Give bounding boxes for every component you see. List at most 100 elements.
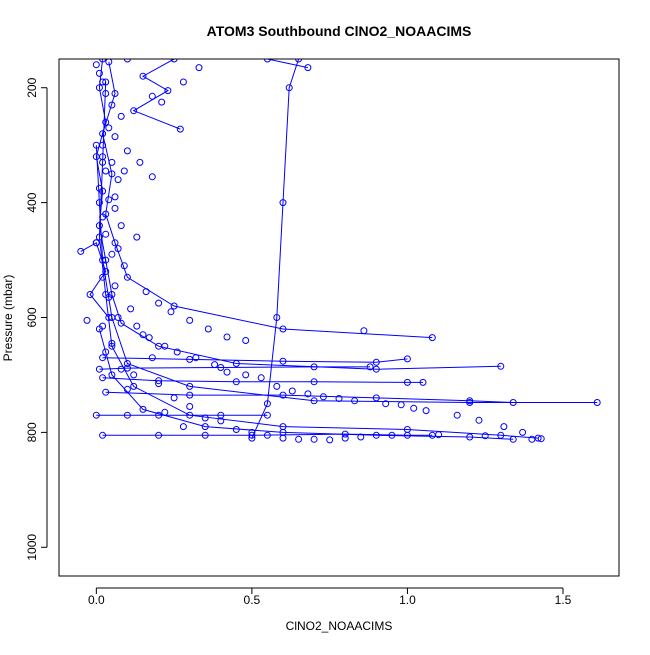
data-point: [242, 337, 250, 344]
data-point: [117, 365, 125, 373]
data-point: [114, 245, 122, 253]
data-point: [186, 382, 194, 390]
data-point: [186, 403, 194, 410]
data-point: [99, 59, 107, 63]
data-point: [108, 342, 116, 350]
data-point: [201, 431, 209, 439]
series-line-13: [80, 242, 110, 318]
data-point: [95, 199, 103, 207]
data-point: [173, 348, 181, 356]
data-point: [105, 314, 113, 321]
data-point: [102, 167, 110, 175]
data-point: [372, 394, 380, 402]
data-point: [99, 130, 107, 138]
data-point: [593, 399, 601, 406]
data-point: [186, 355, 194, 363]
data-point: [99, 141, 107, 149]
series-line-5: [251, 59, 300, 439]
data-point: [528, 435, 536, 443]
data-point: [288, 387, 296, 395]
data-point: [105, 196, 113, 204]
data-point: [111, 193, 119, 201]
data-point: [179, 78, 187, 86]
series-line-1: [102, 61, 433, 339]
data-point: [366, 363, 374, 371]
data-point: [99, 273, 107, 281]
data-point: [123, 385, 131, 393]
data-point: [133, 322, 141, 330]
data-point: [92, 61, 100, 69]
data-point: [86, 291, 94, 298]
data-point: [382, 400, 390, 408]
data-point: [108, 339, 116, 347]
data-point: [403, 378, 411, 386]
data-point: [319, 393, 327, 401]
chart-title: ATOM3 Southbound ClNO2_NOAACIMS: [207, 23, 472, 39]
data-point: [99, 78, 107, 86]
data-point: [285, 84, 293, 92]
data-point: [123, 360, 131, 367]
data-point: [248, 431, 256, 439]
data-point: [357, 433, 365, 441]
data-point: [263, 411, 271, 419]
y-tick-label: 1000: [25, 534, 39, 561]
data-point: [341, 434, 349, 442]
data-point: [99, 153, 107, 161]
data-point: [92, 239, 100, 247]
data-point: [295, 59, 303, 63]
data-point: [279, 325, 287, 333]
data-point: [466, 433, 474, 441]
y-tick-label: 600: [25, 307, 39, 327]
data-point: [403, 355, 411, 363]
data-point: [509, 435, 517, 443]
data-point: [279, 357, 287, 365]
data-point: [99, 431, 107, 439]
data-point: [99, 354, 107, 362]
data-point: [335, 395, 343, 402]
data-point: [139, 405, 147, 413]
data-point: [161, 408, 169, 416]
data-point: [217, 417, 225, 425]
data-point: [108, 158, 116, 166]
data-point: [155, 411, 163, 419]
x-tick-label: 0.5: [244, 593, 261, 607]
data-point: [158, 98, 166, 106]
data-point: [123, 411, 131, 419]
data-point: [123, 147, 131, 155]
data-point: [99, 374, 107, 382]
data-point: [123, 273, 131, 281]
data-point: [136, 158, 144, 166]
data-point: [123, 59, 131, 63]
x-tick-label: 0.0: [88, 593, 105, 607]
data-point: [232, 426, 240, 433]
data-point: [170, 394, 178, 402]
data-point: [201, 423, 209, 431]
data-point: [248, 428, 256, 436]
data-point: [195, 64, 203, 72]
data-point: [310, 363, 318, 371]
data-point: [176, 125, 184, 133]
data-point: [108, 170, 116, 178]
data-point: [481, 432, 489, 440]
data-point: [388, 431, 396, 439]
data-point: [139, 72, 147, 80]
data-point: [102, 78, 110, 86]
y-tick-label: 200: [25, 77, 39, 97]
data-point: [310, 397, 318, 405]
data-point: [403, 431, 411, 439]
data-point: [111, 133, 119, 141]
data-point: [111, 90, 119, 97]
data-point: [397, 401, 405, 409]
data-point: [257, 374, 265, 382]
y-axis-label: Pressure (mbar): [1, 275, 15, 362]
data-point: [273, 314, 281, 321]
data-point: [263, 59, 271, 63]
y-tick-label: 800: [25, 422, 39, 442]
data-point: [279, 434, 287, 442]
data-point: [509, 399, 517, 406]
axes-layer: 0.0 0.5 1.0 1.5 200 400 600 800 1000: [25, 58, 620, 607]
data-point: [148, 354, 156, 362]
data-point: [117, 222, 125, 230]
data-point: [117, 319, 125, 327]
data-point: [500, 423, 508, 431]
